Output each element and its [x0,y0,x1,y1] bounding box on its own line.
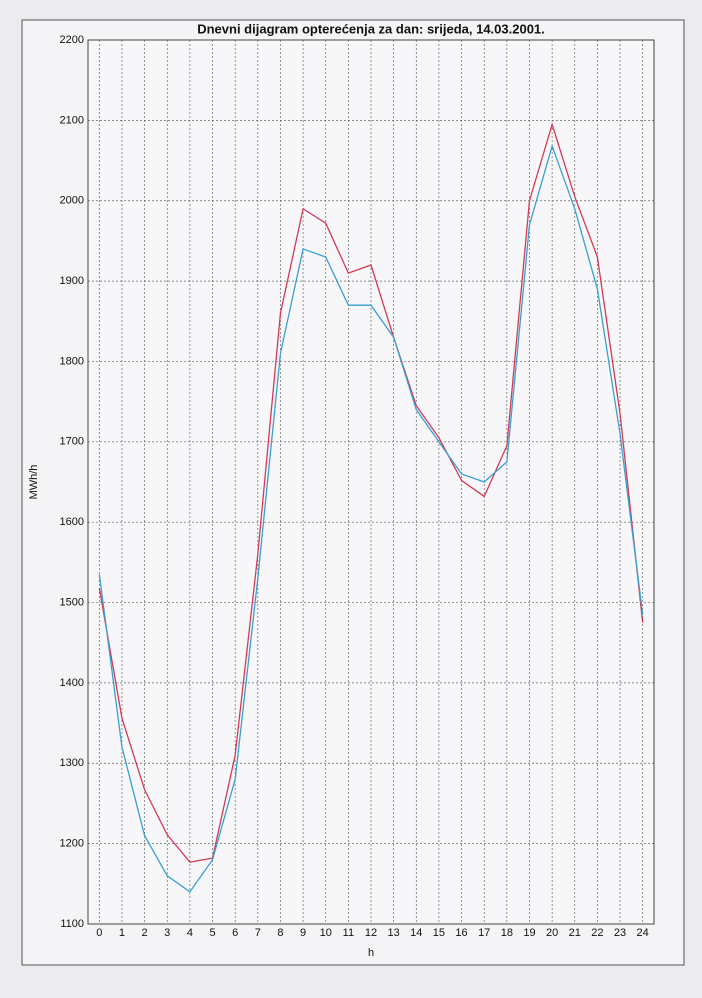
y-tick-label: 1700 [60,436,84,448]
x-tick-label: 14 [410,927,422,939]
x-tick-label: 9 [300,927,306,939]
plot-border [87,39,655,925]
x-tick-label: 21 [569,927,581,939]
y-axis-label: MWh/h [28,465,40,500]
x-tick-label: 16 [455,927,467,939]
x-tick-label: 12 [365,927,377,939]
y-tick-label: 1500 [60,596,84,608]
x-tick-label: 24 [637,927,649,939]
y-tick-label: 1400 [60,677,84,689]
x-tick-label: 22 [591,927,603,939]
chart-title: Dnevni dijagram opterećenja za dan: srij… [197,21,545,36]
y-tick-label: 2000 [60,195,84,207]
x-tick-label: 6 [232,927,238,939]
y-tick-label: 1300 [60,757,84,769]
x-tick-label: 15 [433,927,445,939]
x-tick-label: 10 [320,927,332,939]
x-tick-label: 3 [164,927,170,939]
x-tick-label: 8 [277,927,283,939]
x-tick-label: 0 [96,927,102,939]
y-tick-label: 1900 [60,275,84,287]
y-tick-label: 1100 [60,918,84,930]
series-line [98,122,644,863]
x-tick-label: 13 [388,927,400,939]
y-tick-label: 1800 [60,355,84,367]
x-tick-label: 4 [187,927,193,939]
x-tick-label: 7 [255,927,261,939]
x-tick-label: 1 [119,927,125,939]
x-tick-label: 18 [501,927,513,939]
x-tick-label: 5 [209,927,215,939]
x-tick-label: 11 [343,927,354,939]
x-tick-label: 23 [614,927,626,939]
x-tick-label: 20 [546,927,558,939]
y-tick-label: 1600 [60,516,84,528]
y-tick-label: 1200 [60,838,84,850]
y-tick-label: 2200 [60,34,84,46]
x-tick-label: 17 [478,927,490,939]
x-axis-label: h [368,947,374,959]
series-line [98,143,644,893]
y-tick-label: 2100 [60,114,84,126]
x-tick-label: 19 [523,927,535,939]
x-tick-label: 2 [142,927,148,939]
